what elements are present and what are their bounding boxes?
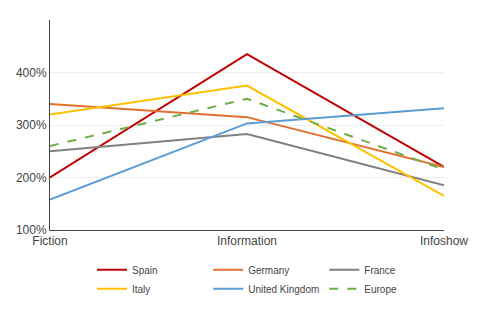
svg-text:300%: 300% [16,118,47,132]
svg-text:Italy: Italy [132,284,150,295]
svg-text:100%: 100% [16,223,47,237]
svg-text:United Kingdom: United Kingdom [248,284,319,295]
svg-text:Infoshow: Infoshow [420,234,468,248]
svg-text:Europe: Europe [364,284,397,295]
svg-text:400%: 400% [16,66,47,80]
svg-text:Germany: Germany [248,265,289,276]
svg-text:Fiction: Fiction [32,234,67,248]
svg-text:Information: Information [217,234,277,248]
svg-text:Spain: Spain [132,265,158,276]
svg-text:France: France [364,265,396,276]
svg-text:200%: 200% [16,171,47,185]
